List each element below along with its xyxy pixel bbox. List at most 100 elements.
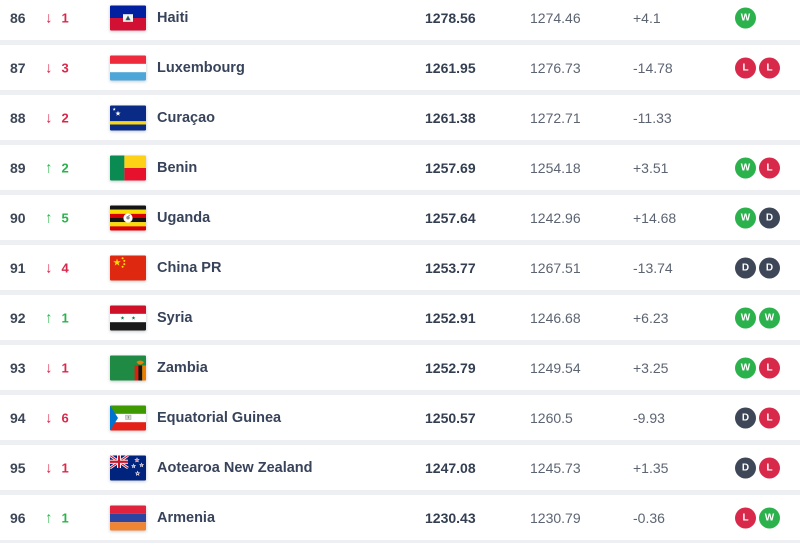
table-row-rank-95[interactable]: 95 ↓ 1 Aotearoa New Zealand 1247.08 1245… [0, 445, 800, 490]
form-badge-d: D [759, 257, 780, 278]
previous-points: 1276.73 [530, 59, 581, 76]
form-badge-w: W [759, 507, 780, 528]
curacao-flag-icon [110, 105, 146, 130]
rank-movement: ↑ 1 [45, 510, 69, 525]
armenia-flag-icon [110, 505, 146, 530]
table-row-rank-86[interactable]: 86 ↓ 1 Haiti 1278.56 1274.46 +4.1 W [0, 0, 800, 40]
rank-number: 94 [10, 409, 26, 426]
total-points: 1247.08 [425, 459, 476, 476]
movement-amount: 5 [61, 210, 69, 225]
movement-amount: 2 [61, 160, 69, 175]
previous-points: 1245.73 [530, 459, 581, 476]
form-badge-l: L [759, 57, 780, 78]
points-change: -9.93 [633, 409, 665, 426]
team-name[interactable]: Curaçao [157, 109, 216, 126]
rank-number: 93 [10, 359, 26, 376]
total-points: 1278.56 [425, 9, 476, 26]
points-change: -11.33 [633, 109, 672, 126]
points-change: +6.23 [633, 309, 669, 326]
movement-amount: 1 [61, 460, 69, 475]
points-change: +3.25 [633, 359, 669, 376]
recent-form-badges: W [735, 7, 756, 28]
movement-arrow-down-icon: ↓ [45, 409, 53, 426]
rank-movement: ↓ 3 [45, 60, 69, 75]
team-name[interactable]: China PR [157, 259, 222, 276]
previous-points: 1260.5 [530, 409, 573, 426]
table-row-rank-88[interactable]: 88 ↓ 2 Curaçao 1261.38 1272.71 -11.33 [0, 95, 800, 140]
form-badge-l: L [759, 157, 780, 178]
rank-number: 92 [10, 309, 26, 326]
movement-amount: 1 [61, 360, 69, 375]
movement-arrow-down-icon: ↓ [45, 109, 53, 126]
rank-movement: ↓ 2 [45, 110, 69, 125]
table-row-rank-87[interactable]: 87 ↓ 3 Luxembourg 1261.95 1276.73 -14.78… [0, 45, 800, 90]
previous-points: 1242.96 [530, 209, 581, 226]
team-name[interactable]: Zambia [157, 359, 208, 376]
equatorial-guinea-flag-icon [110, 405, 146, 430]
form-badge-w: W [735, 207, 756, 228]
rank-number: 90 [10, 209, 26, 226]
form-badge-d: D [759, 207, 780, 228]
form-badge-l: L [735, 57, 756, 78]
movement-amount: 1 [61, 510, 69, 525]
form-badge-l: L [759, 407, 780, 428]
form-badge-l: L [759, 357, 780, 378]
team-name[interactable]: Luxembourg [157, 59, 245, 76]
rank-movement: ↑ 2 [45, 160, 69, 175]
previous-points: 1274.46 [530, 9, 581, 26]
rank-number: 95 [10, 459, 26, 476]
previous-points: 1267.51 [530, 259, 581, 276]
points-change: +3.51 [633, 159, 669, 176]
total-points: 1230.43 [425, 509, 476, 526]
syria-flag-icon [110, 305, 146, 330]
team-name[interactable]: Benin [157, 159, 198, 176]
points-change: +4.1 [633, 9, 661, 26]
form-badge-d: D [735, 457, 756, 478]
team-name[interactable]: Armenia [157, 509, 216, 526]
rank-number: 96 [10, 509, 26, 526]
movement-arrow-up-icon: ↑ [45, 209, 53, 226]
previous-points: 1230.79 [530, 509, 581, 526]
previous-points: 1246.68 [530, 309, 581, 326]
total-points: 1253.77 [425, 259, 476, 276]
points-change: -0.36 [633, 509, 665, 526]
movement-amount: 6 [61, 410, 69, 425]
rank-movement: ↓ 1 [45, 10, 69, 25]
total-points: 1257.64 [425, 209, 476, 226]
team-name[interactable]: Uganda [157, 209, 211, 226]
uganda-flag-icon [110, 205, 146, 230]
zambia-flag-icon [110, 355, 146, 380]
points-change: +1.35 [633, 459, 669, 476]
rank-number: 86 [10, 9, 26, 26]
movement-amount: 4 [61, 260, 69, 275]
team-name[interactable]: Equatorial Guinea [157, 409, 282, 426]
table-row-rank-94[interactable]: 94 ↓ 6 Equatorial Guinea 1250.57 1260.5 … [0, 395, 800, 440]
new-zealand-flag-icon [110, 455, 146, 480]
movement-amount: 1 [61, 10, 69, 25]
table-row-rank-91[interactable]: 91 ↓ 4 China PR 1253.77 1267.51 -13.74 D… [0, 245, 800, 290]
team-name[interactable]: Aotearoa New Zealand [157, 459, 313, 476]
movement-amount: 3 [61, 60, 69, 75]
previous-points: 1249.54 [530, 359, 581, 376]
form-badge-w: W [735, 7, 756, 28]
rank-movement: ↓ 6 [45, 410, 69, 425]
team-name[interactable]: Haiti [157, 9, 189, 26]
points-change: +14.68 [633, 209, 677, 226]
points-change: -13.74 [633, 259, 673, 276]
form-badge-w: W [735, 157, 756, 178]
rank-number: 91 [10, 259, 26, 276]
movement-arrow-down-icon: ↓ [45, 9, 53, 26]
total-points: 1261.38 [425, 109, 476, 126]
rank-movement: ↓ 1 [45, 460, 69, 475]
team-name[interactable]: Syria [157, 309, 193, 326]
